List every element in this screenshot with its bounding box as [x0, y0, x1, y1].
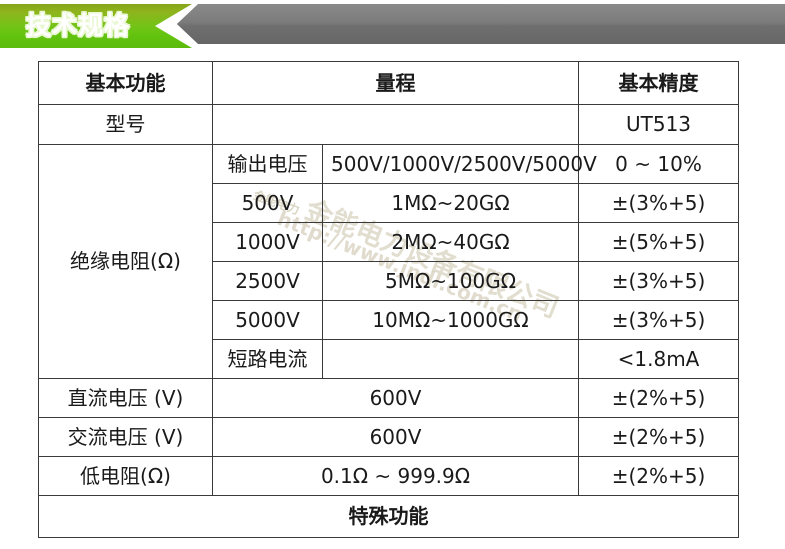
table-row-insulation-2500v: 2500V 5MΩ~100GΩ ±(3%+5)	[39, 261, 739, 301]
subrow-label-5000v: 5000V	[212, 300, 323, 340]
cell-short-circuit-range	[322, 339, 579, 379]
table-row-insulation-5000v: 5000V 10MΩ~1000GΩ ±(3%+5)	[39, 300, 739, 340]
cell-model-accuracy: UT513	[578, 104, 739, 145]
cell-low-resistance-accuracy: ±(2%+5)	[578, 456, 739, 496]
cell-2500v-accuracy: ±(3%+5)	[578, 261, 739, 301]
cell-output-voltage-range: 500V/1000V/2500V/5000V	[322, 144, 597, 184]
column-header-function: 基本功能	[38, 61, 213, 105]
subrow-label-500v: 500V	[212, 183, 323, 223]
table-header-row: 基本功能 量程 基本精度	[38, 61, 739, 105]
table-row-ac-voltage: 交流电压 (V) 600V ±(2%+5)	[38, 417, 739, 457]
column-header-range: 量程	[212, 61, 579, 105]
cell-ac-voltage-accuracy: ±(2%+5)	[578, 417, 739, 457]
table-row-insulation-output-voltage: 绝缘电阻(Ω) 输出电压 500V/1000V/2500V/5000V 0 ~ …	[38, 144, 739, 379]
table-row-short-circuit-current: 短路电流 <1.8mA	[39, 339, 739, 379]
cell-short-circuit-accuracy: <1.8mA	[578, 339, 739, 379]
cell-500v-range: 1MΩ~20GΩ	[322, 183, 579, 223]
table-row-special-functions: 特殊功能	[38, 495, 739, 538]
cell-1000v-accuracy: ±(5%+5)	[578, 222, 739, 262]
row-label-dc-voltage: 直流电压 (V)	[38, 378, 213, 418]
row-label-ac-voltage: 交流电压 (V)	[38, 417, 213, 457]
subrow-label-output-voltage: 输出电压	[212, 144, 323, 184]
cell-dc-voltage-accuracy: ±(2%+5)	[578, 378, 739, 418]
table-row-model: 型号 UT513	[38, 104, 739, 145]
cell-1000v-range: 2MΩ~40GΩ	[322, 222, 579, 262]
cell-dc-voltage-range: 600V	[212, 378, 579, 418]
row-label-low-resistance: 低电阻(Ω)	[38, 456, 213, 496]
table-row-insulation-500v: 500V 1MΩ~20GΩ ±(3%+5)	[39, 183, 739, 223]
banner-title: 技术规格	[26, 11, 131, 40]
technical-specification-table: 基本功能 量程 基本精度 型号 UT513 绝缘电阻(Ω) 输出电压 500V/…	[38, 61, 739, 538]
cell-low-resistance-range: 0.1Ω ~ 999.9Ω	[212, 456, 579, 496]
cell-2500v-range: 5MΩ~100GΩ	[322, 261, 579, 301]
table-row-insulation-1000v: 1000V 2MΩ~40GΩ ±(5%+5)	[39, 222, 739, 262]
section-banner: 技术规格	[0, 4, 785, 48]
row-label-model: 型号	[38, 104, 213, 145]
row-label-insulation-resistance: 绝缘电阻(Ω)	[38, 144, 213, 379]
row-label-special-functions: 特殊功能	[38, 495, 739, 538]
subrow-label-2500v: 2500V	[212, 261, 323, 301]
banner-gray-bar	[150, 4, 785, 44]
cell-output-voltage-accuracy: 0 ~ 10%	[578, 144, 739, 184]
table-row-dc-voltage: 直流电压 (V) 600V ±(2%+5)	[38, 378, 739, 418]
cell-5000v-range: 10MΩ~1000GΩ	[322, 300, 579, 340]
table-row-low-resistance: 低电阻(Ω) 0.1Ω ~ 999.9Ω ±(2%+5)	[38, 456, 739, 496]
column-header-accuracy: 基本精度	[578, 61, 739, 105]
cell-500v-accuracy: ±(3%+5)	[578, 183, 739, 223]
subrow-label-1000v: 1000V	[212, 222, 323, 262]
subrow-label-short-circuit-current: 短路电流	[212, 339, 323, 379]
cell-model-range	[212, 104, 579, 145]
cell-ac-voltage-range: 600V	[212, 417, 579, 457]
cell-5000v-accuracy: ±(3%+5)	[578, 300, 739, 340]
